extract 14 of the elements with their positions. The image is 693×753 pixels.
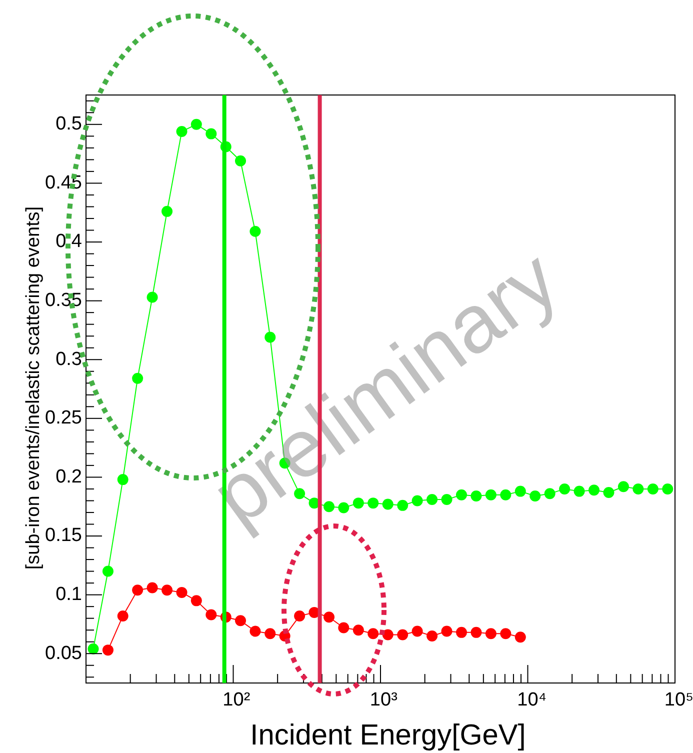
y-axis-title: [sub-iron events/inelastic scattering events] xyxy=(23,206,44,570)
y-tick-label: 0.1 xyxy=(56,584,82,606)
x-tick-label: 10⁵ xyxy=(664,690,693,711)
y-tick-label: 0.25 xyxy=(45,408,82,429)
y-tick-label: 0.15 xyxy=(45,525,82,546)
y-tick-label: 0.2 xyxy=(56,466,82,488)
y-tick-label: 0.3 xyxy=(56,348,82,370)
x-tick-label: 10⁴ xyxy=(517,690,546,711)
y-tick-label: 0.4 xyxy=(56,231,82,252)
x-axis-title: Incident Energy[GeV] xyxy=(250,720,526,752)
x-tick-label: 10³ xyxy=(370,690,398,711)
y-tick-label: 0.5 xyxy=(56,114,82,135)
x-tick-label: 10² xyxy=(222,690,250,711)
y-tick-label: 0.05 xyxy=(45,642,82,664)
